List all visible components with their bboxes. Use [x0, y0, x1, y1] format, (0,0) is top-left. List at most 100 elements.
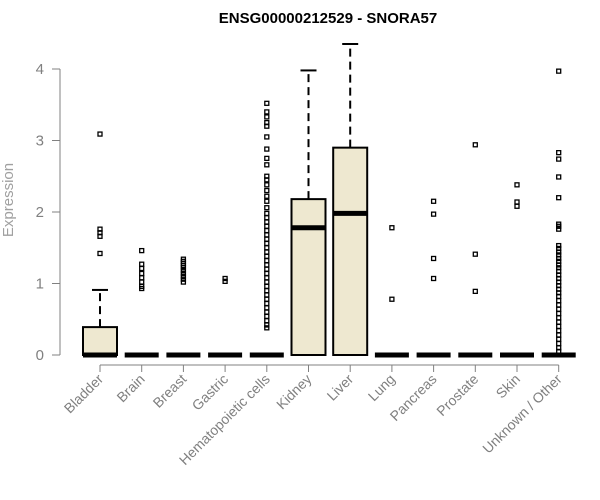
- outlier-point: [556, 242, 562, 249]
- outlier-point: [264, 162, 270, 168]
- outlier-point: [556, 328, 562, 334]
- outlier-point: [556, 315, 562, 321]
- x-tick-label: Prostate: [433, 371, 481, 419]
- outlier-point: [264, 257, 270, 264]
- outlier-point: [264, 227, 270, 234]
- outlier-point: [264, 187, 270, 194]
- y-axis-label: Expression: [0, 163, 17, 237]
- outlier-point: [556, 302, 562, 308]
- outlier-point: [264, 262, 270, 268]
- outlier-point: [556, 68, 562, 74]
- outlier-point: [180, 265, 187, 271]
- box-group: [208, 275, 243, 358]
- outlier-point: [556, 226, 562, 232]
- box-group: [416, 198, 451, 358]
- plot-area: [82, 42, 576, 358]
- outlier-point: [139, 270, 145, 277]
- outlier-point: [264, 305, 270, 311]
- outlier-point: [222, 278, 228, 285]
- outlier-point: [264, 155, 270, 162]
- outlier-point: [556, 310, 562, 317]
- x-tick-label: Bladder: [61, 371, 107, 417]
- outlier-point: [264, 275, 270, 281]
- outlier-point: [180, 279, 187, 285]
- outlier-point: [97, 233, 103, 239]
- y-tick-label: 2: [36, 204, 44, 221]
- y-tick-label: 3: [36, 133, 44, 150]
- outlier-point: [139, 261, 145, 267]
- outlier-point: [139, 275, 145, 281]
- box-group: [166, 256, 201, 358]
- outlier-point: [97, 250, 103, 257]
- outlier-point: [264, 223, 270, 229]
- outlier-point: [556, 195, 562, 201]
- outlier-point: [264, 146, 270, 152]
- outlier-point: [556, 293, 562, 300]
- outlier-point: [264, 318, 270, 324]
- outlier-point: [472, 288, 478, 295]
- outlier-point: [556, 323, 562, 330]
- outlier-point: [389, 225, 395, 231]
- x-tick-label: Brain: [113, 371, 147, 405]
- outlier-point: [264, 100, 270, 106]
- outlier-point: [264, 322, 270, 328]
- outlier-point: [556, 255, 562, 262]
- outlier-point: [264, 134, 270, 140]
- box-group: [500, 182, 534, 358]
- outlier-point: [264, 114, 270, 120]
- outlier-point: [264, 109, 270, 115]
- box-group: [332, 42, 369, 356]
- box-group: [249, 100, 284, 358]
- box-group: [541, 68, 576, 358]
- outlier-point: [264, 279, 270, 285]
- box: [332, 146, 369, 356]
- outlier-point: [264, 219, 270, 225]
- box-group: [374, 225, 409, 358]
- outlier-point: [556, 249, 562, 255]
- box: [82, 326, 118, 356]
- outlier-point: [514, 199, 520, 205]
- outlier-point: [139, 279, 145, 285]
- outlier-point: [264, 123, 270, 129]
- outlier-point: [556, 306, 562, 312]
- outlier-point: [222, 275, 228, 282]
- outlier-point: [556, 332, 562, 338]
- outlier-point: [264, 325, 270, 331]
- outlier-point: [556, 174, 562, 180]
- outlier-point: [264, 177, 270, 183]
- outlier-point: [264, 210, 270, 217]
- outlier-point: [556, 150, 562, 156]
- outlier-point: [264, 205, 270, 211]
- outlier-point: [264, 309, 270, 315]
- outlier-point: [389, 296, 395, 302]
- x-tick-label: Kidney: [273, 371, 315, 413]
- box-group: [290, 69, 327, 356]
- outlier-point: [472, 251, 478, 257]
- outlier-point: [264, 182, 270, 188]
- outlier-point: [472, 142, 478, 148]
- x-tick-label: Lung: [365, 371, 398, 404]
- box-group: [124, 247, 159, 358]
- outlier-point: [180, 267, 187, 274]
- outlier-point: [264, 270, 270, 277]
- outlier-point: [264, 215, 270, 221]
- outlier-point: [556, 156, 562, 162]
- outlier-point: [556, 223, 562, 229]
- x-tick-label: Breast: [150, 371, 190, 411]
- outlier-point: [139, 285, 145, 292]
- outlier-point: [556, 319, 562, 325]
- x-tick-label: Liver: [324, 371, 357, 404]
- outlier-point: [180, 273, 187, 280]
- outlier-point: [180, 276, 187, 282]
- box-group: [82, 131, 118, 358]
- outlier-point: [139, 247, 145, 254]
- outlier-point: [264, 300, 270, 307]
- outlier-point: [514, 203, 520, 209]
- y-axis: 0 1 2 3 4: [36, 61, 61, 364]
- outlier-point: [264, 287, 270, 294]
- outlier-point: [264, 283, 270, 290]
- outlier-point: [264, 296, 270, 302]
- box: [290, 198, 327, 356]
